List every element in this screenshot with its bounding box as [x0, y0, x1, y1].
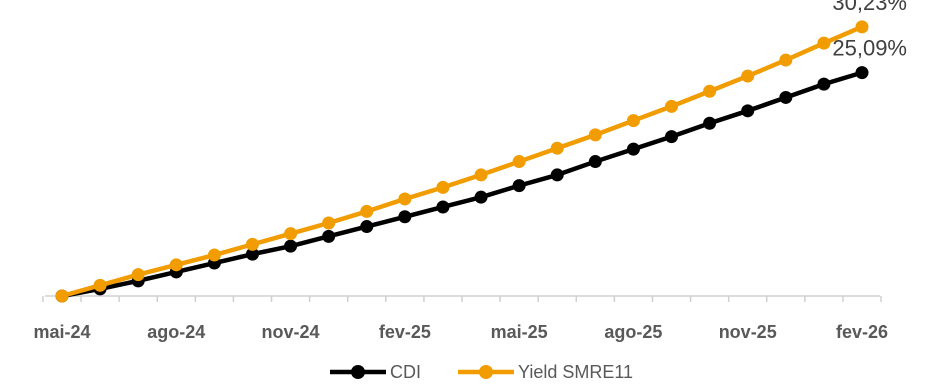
x-axis: mai-24 ago-24 nov-24 fev-25 mai-25 ago-25 nov-…: [33, 295, 888, 342]
x-tick-label: ago-25: [604, 322, 662, 342]
legend-label-cdi: CDI: [390, 362, 421, 382]
data-point-yield-smre11: [360, 204, 374, 218]
data-point-yield-smre11: [169, 258, 183, 272]
data-point-yield-smre11: [131, 268, 145, 282]
data-point-yield-smre11: [284, 227, 298, 241]
data-point-yield-smre11: [550, 141, 564, 155]
x-tick-label: mai-24: [33, 322, 90, 342]
x-tick-label: fev-26: [836, 322, 888, 342]
data-point-yield-smre11: [93, 278, 107, 292]
data-point-yield-smre11: [779, 53, 793, 67]
x-tick-label: ago-24: [147, 322, 205, 342]
data-point-cdi: [779, 90, 793, 104]
x-tick-label: fev-25: [379, 322, 431, 342]
data-point-cdi: [474, 190, 488, 204]
data-point-yield-smre11: [855, 20, 869, 34]
data-point-cdi: [436, 200, 450, 214]
data-point-yield-smre11: [474, 168, 488, 182]
end-label-yield-smre11: 30,23%: [832, 0, 907, 15]
legend-marker-yield-smre11: [479, 365, 493, 379]
data-point-cdi: [588, 155, 602, 169]
data-labels: 25,09% 30,23%: [832, 0, 907, 61]
series-line-cdi: [61, 70, 863, 299]
data-point-yield-smre11: [588, 128, 602, 142]
x-tick-label: nov-24: [262, 322, 320, 342]
data-point-cdi: [703, 116, 717, 130]
series-group: [55, 20, 869, 303]
end-label-cdi: 25,09%: [832, 36, 907, 61]
data-point-yield-smre11: [703, 84, 717, 98]
data-point-cdi: [322, 229, 336, 243]
data-point-cdi: [855, 66, 869, 80]
data-point-yield-smre11: [626, 114, 640, 128]
x-tick-label: mai-25: [491, 322, 548, 342]
data-point-cdi: [626, 142, 640, 156]
data-point-cdi: [817, 77, 831, 91]
data-point-yield-smre11: [398, 192, 412, 206]
x-tick-label: nov-25: [719, 322, 777, 342]
data-point-cdi: [245, 247, 259, 261]
data-point-yield-smre11: [817, 36, 831, 50]
data-point-yield-smre11: [207, 248, 221, 262]
data-point-cdi: [284, 239, 298, 253]
data-point-yield-smre11: [512, 155, 526, 169]
legend-label-yield-smre11: Yield SMRE11: [518, 362, 633, 382]
data-point-cdi: [550, 168, 564, 182]
data-point-yield-smre11: [322, 216, 336, 230]
data-point-cdi: [665, 130, 679, 144]
data-point-cdi: [512, 179, 526, 193]
data-point-cdi: [398, 210, 412, 224]
data-point-yield-smre11: [55, 289, 69, 303]
data-point-yield-smre11: [665, 99, 679, 113]
data-point-yield-smre11: [245, 237, 259, 251]
data-point-yield-smre11: [436, 180, 450, 194]
data-point-yield-smre11: [741, 69, 755, 83]
data-point-cdi: [360, 220, 374, 234]
legend: CDI Yield SMRE11: [330, 362, 633, 382]
series-line-yield-smre11: [61, 24, 863, 299]
legend-marker-cdi: [351, 365, 365, 379]
data-point-cdi: [741, 104, 755, 118]
